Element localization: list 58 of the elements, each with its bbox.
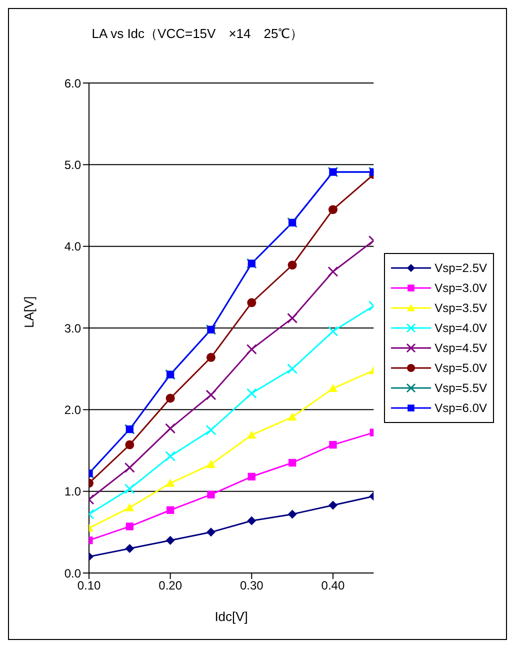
y-tick-label: 6.0 bbox=[64, 76, 82, 90]
point bbox=[206, 528, 216, 537]
point bbox=[124, 462, 135, 473]
y-tick-label: 1.0 bbox=[64, 484, 82, 499]
point bbox=[288, 260, 297, 270]
point bbox=[124, 484, 135, 494]
point bbox=[247, 298, 256, 308]
x-tick-label: 0.30 bbox=[240, 578, 264, 593]
point bbox=[166, 478, 175, 487]
y-tick-label: 2.0 bbox=[64, 402, 82, 417]
point bbox=[247, 430, 256, 439]
legend-label: Vsp=6.0V bbox=[434, 400, 487, 417]
x-tick-label: 0.10 bbox=[77, 578, 101, 593]
point bbox=[288, 458, 296, 467]
point bbox=[288, 412, 297, 421]
legend-label: Vsp=3.0V bbox=[434, 280, 487, 297]
point bbox=[246, 388, 257, 399]
point bbox=[328, 500, 338, 510]
point bbox=[288, 510, 297, 519]
point bbox=[206, 460, 216, 468]
point bbox=[328, 266, 338, 277]
point bbox=[125, 544, 134, 553]
point bbox=[166, 536, 175, 545]
y-tick-label: 0.0 bbox=[64, 566, 82, 580]
point bbox=[328, 326, 338, 337]
chart-title: LA vs Idc（VCC=15V ×14 25℃） bbox=[90, 25, 304, 43]
point bbox=[247, 516, 256, 526]
point bbox=[207, 490, 215, 498]
point bbox=[165, 423, 176, 434]
point bbox=[206, 352, 216, 362]
point bbox=[287, 312, 298, 324]
point bbox=[125, 503, 134, 512]
legend-label: Vsp=4.0V bbox=[434, 320, 487, 337]
point bbox=[166, 506, 174, 514]
y-axis-title: LA[V] bbox=[22, 296, 37, 328]
legend-label: Vsp=5.0V bbox=[434, 360, 487, 377]
point bbox=[126, 522, 134, 530]
point bbox=[206, 424, 216, 436]
point bbox=[166, 394, 175, 403]
point bbox=[328, 205, 338, 214]
point bbox=[125, 440, 134, 450]
x-tick-label: 0.20 bbox=[158, 578, 182, 593]
y-tick-label: 5.0 bbox=[64, 158, 82, 172]
point bbox=[246, 344, 257, 354]
legend-label: Vsp=3.5V bbox=[434, 300, 487, 317]
point bbox=[248, 472, 256, 480]
legend-label: Vsp=2.5V bbox=[434, 260, 487, 277]
point bbox=[328, 384, 338, 392]
point bbox=[329, 440, 337, 449]
point bbox=[165, 450, 176, 462]
x-tick-label: 0.40 bbox=[321, 578, 345, 593]
point bbox=[206, 390, 216, 400]
x-axis-title: Idc[V] bbox=[214, 609, 248, 624]
y-tick-label: 3.0 bbox=[64, 321, 82, 336]
y-tick-label: 4.0 bbox=[64, 240, 82, 254]
legend-label: Vsp=4.5V bbox=[434, 340, 487, 357]
point bbox=[287, 364, 298, 374]
legend-label: Vsp=5.5V bbox=[434, 380, 487, 397]
